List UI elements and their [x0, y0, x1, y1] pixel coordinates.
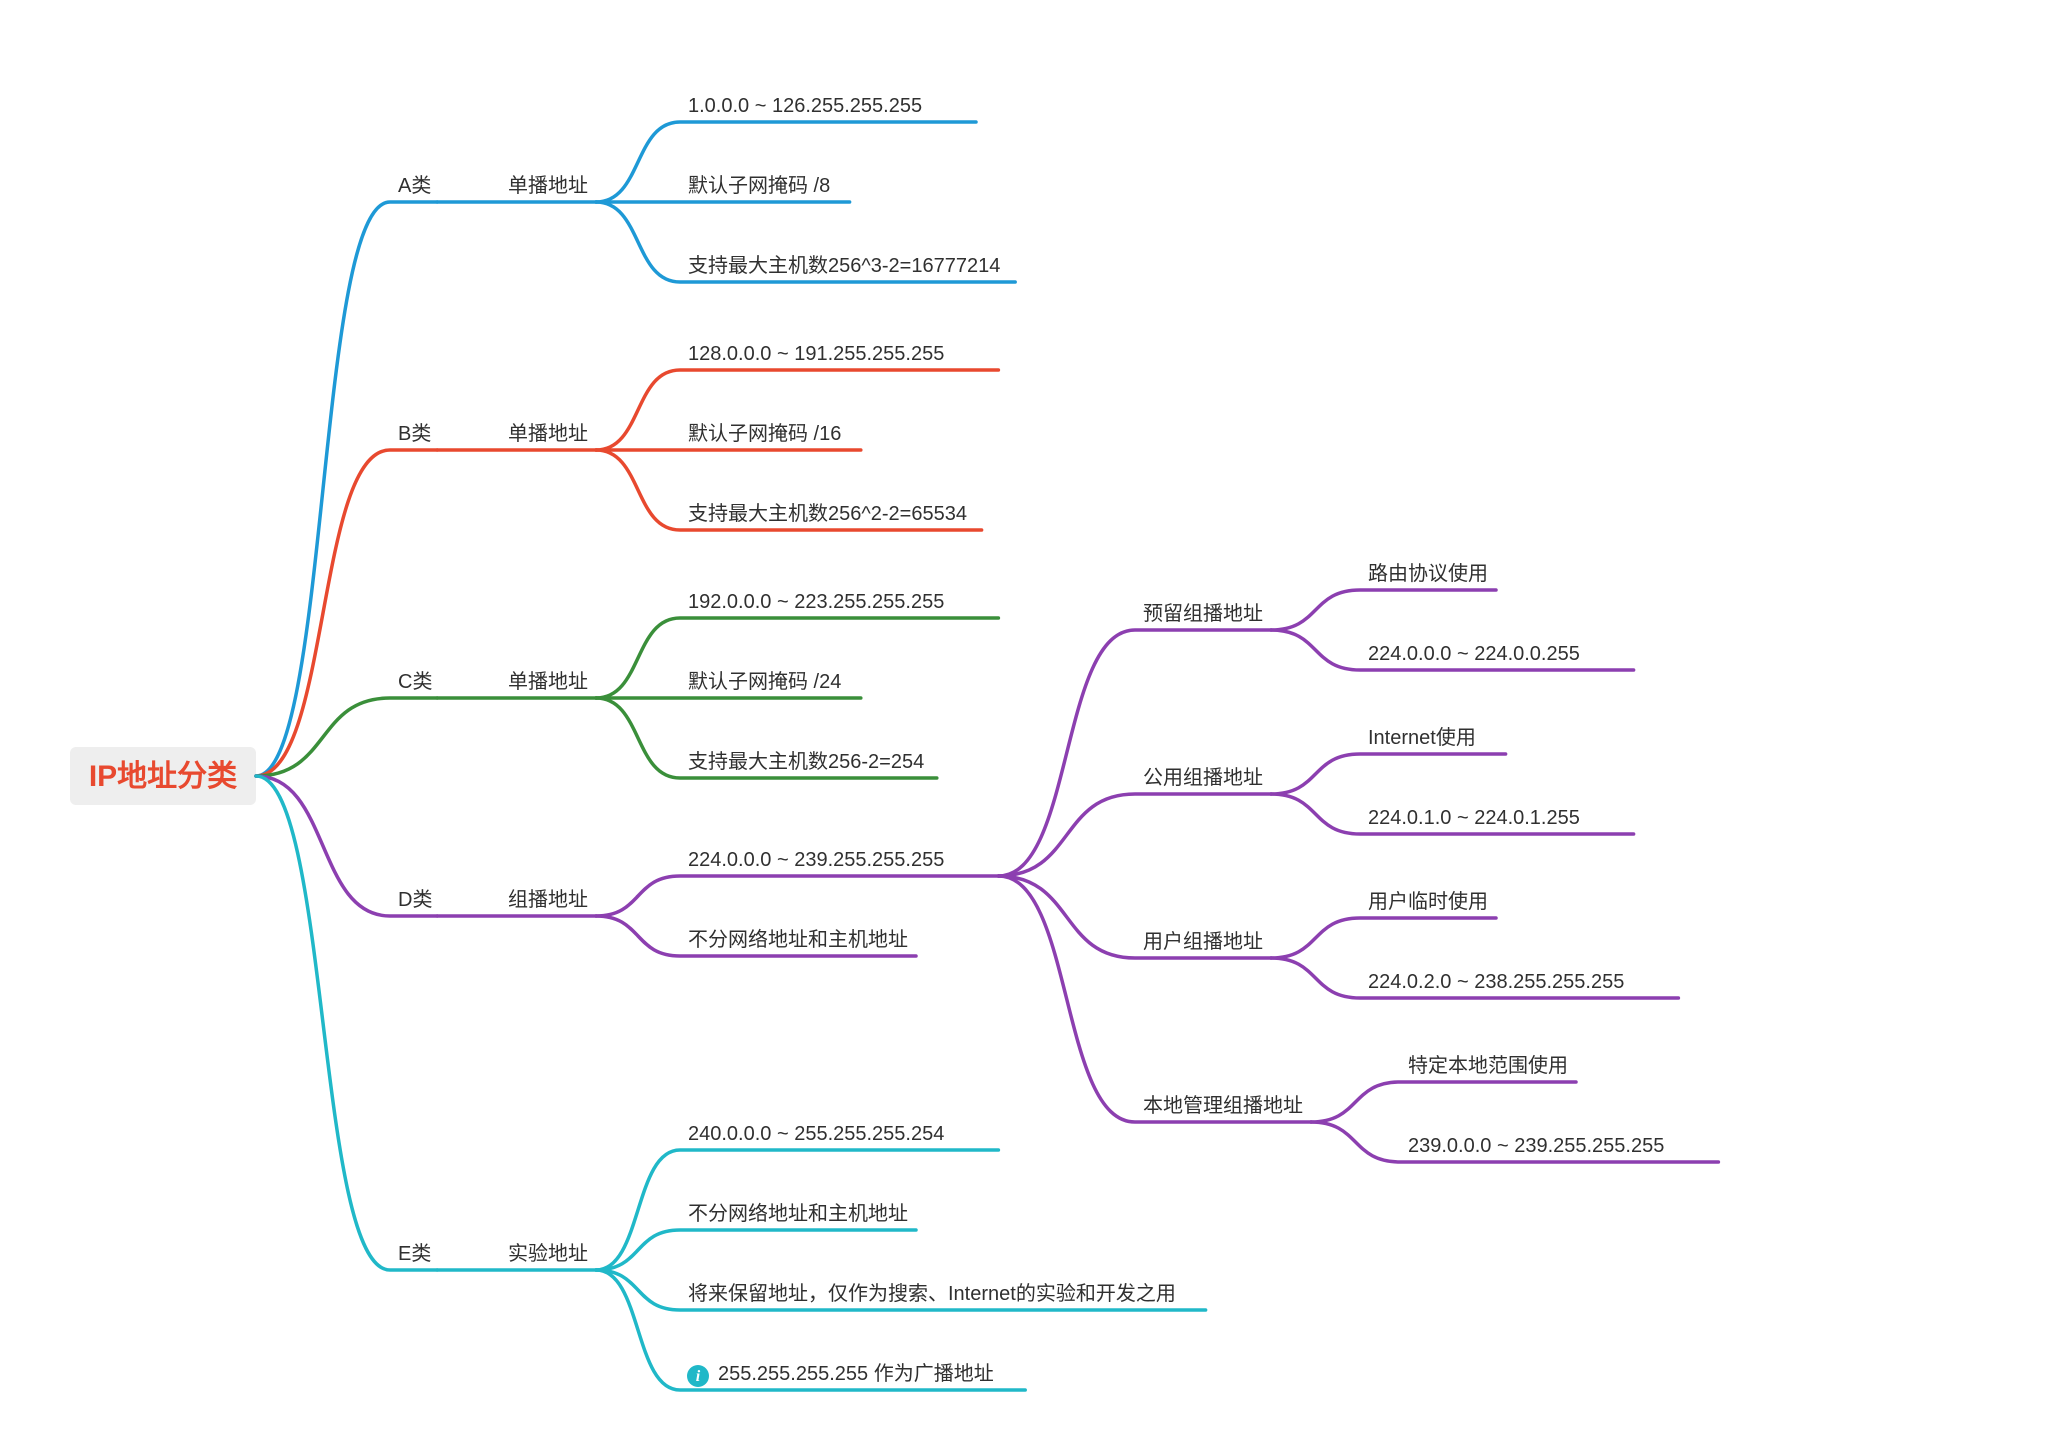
branch-C-leaf-1: 默认子网掩码 /24 [688, 670, 841, 693]
branch-B-leaf-0: 128.0.0.0 ~ 191.255.255.255 [688, 343, 944, 365]
branch-C: C类 [398, 670, 432, 693]
branch-D-type: 组播地址 [508, 888, 588, 911]
branch-D-sub-0-leaf-1: 224.0.0.0 ~ 224.0.0.255 [1368, 643, 1580, 665]
branch-A-type: 单播地址 [508, 174, 588, 197]
branch-A-leaf-1: 默认子网掩码 /8 [688, 174, 830, 197]
branch-A-leaf-0: 1.0.0.0 ~ 126.255.255.255 [688, 95, 922, 117]
branch-D-sub-0-leaf-0: 路由协议使用 [1368, 562, 1488, 585]
branch-E: E类 [398, 1242, 431, 1265]
branch-D-sub-1-leaf-1: 224.0.1.0 ~ 224.0.1.255 [1368, 807, 1580, 829]
branch-B-leaf-2: 支持最大主机数256^2-2=65534 [688, 502, 967, 525]
branch-B: B类 [398, 422, 431, 445]
branch-D-sub-2: 用户组播地址 [1143, 930, 1263, 953]
branch-E-leaf-0: 240.0.0.0 ~ 255.255.255.254 [688, 1123, 944, 1145]
branch-D-sub-2-leaf-0: 用户临时使用 [1368, 890, 1488, 913]
branch-D-sub-0: 预留组播地址 [1143, 602, 1263, 625]
root-label: IP地址分类 [89, 760, 237, 793]
branch-A: A类 [398, 174, 431, 197]
branch-D-sub-1: 公用组播地址 [1143, 766, 1263, 789]
branch-D-leaf-1: 不分网络地址和主机地址 [688, 928, 908, 951]
branch-E-leaf-3: 255.255.255.255 作为广播地址 [718, 1362, 994, 1385]
branch-A-leaf-2: 支持最大主机数256^3-2=16777214 [688, 254, 1000, 277]
branch-D-sub-3-leaf-0: 特定本地范围使用 [1408, 1054, 1568, 1077]
info-icon: i [696, 1368, 701, 1385]
branch-B-leaf-1: 默认子网掩码 /16 [688, 422, 841, 445]
branch-D: D类 [398, 888, 432, 911]
branch-E-leaf-1: 不分网络地址和主机地址 [688, 1202, 908, 1225]
branch-D-sub-1-leaf-0: Internet使用 [1368, 726, 1476, 749]
branch-C-leaf-0: 192.0.0.0 ~ 223.255.255.255 [688, 591, 944, 613]
branch-C-leaf-2: 支持最大主机数256-2=254 [688, 750, 924, 773]
branch-E-type: 实验地址 [508, 1242, 588, 1265]
branch-B-type: 单播地址 [508, 422, 588, 445]
branch-C-type: 单播地址 [508, 670, 588, 693]
branch-D-sub-3: 本地管理组播地址 [1143, 1094, 1303, 1117]
branch-E-leaf-2: 将来保留地址，仅作为搜索、Internet的实验和开发之用 [688, 1282, 1176, 1305]
branch-D-sub-2-leaf-1: 224.0.2.0 ~ 238.255.255.255 [1368, 971, 1624, 993]
mindmap-svg: IP地址分类A类单播地址1.0.0.0 ~ 126.255.255.255默认子… [0, 0, 2058, 1454]
branch-D-sub-3-leaf-1: 239.0.0.0 ~ 239.255.255.255 [1408, 1135, 1664, 1157]
branch-D-leaf-0: 224.0.0.0 ~ 239.255.255.255 [688, 849, 944, 871]
